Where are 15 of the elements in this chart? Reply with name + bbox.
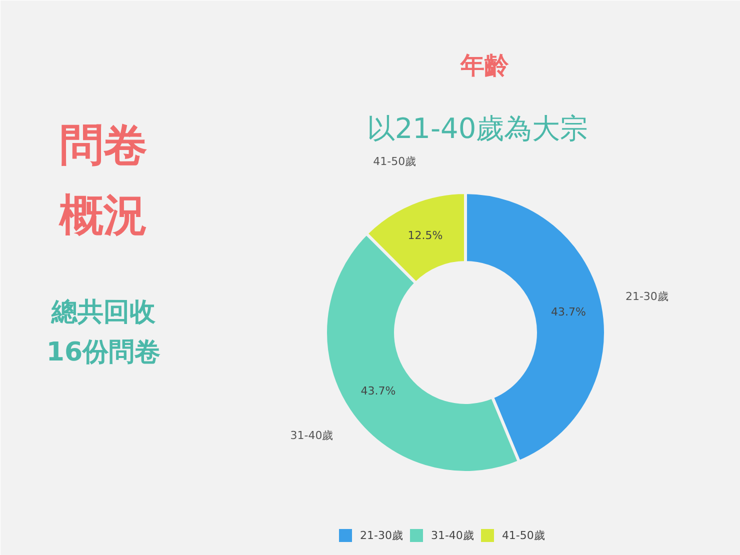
text: 問卷: [60, 120, 148, 171]
data-label: 43.7%: [551, 305, 586, 318]
slice-label: 41-50歲: [373, 155, 416, 168]
legend-label: 31-40歲: [430, 528, 474, 542]
slice-label: 21-30歲: [625, 290, 668, 303]
legend-label: 21-30歲: [360, 528, 403, 542]
text: 概況: [58, 190, 148, 241]
legend-label: 41-50歲: [502, 528, 545, 542]
text: 16份問卷: [46, 338, 161, 368]
chart-title: 年齡: [460, 52, 510, 80]
data-label: 43.7%: [360, 384, 396, 398]
data-label: 12.5%: [408, 229, 443, 242]
text: 總共回收: [50, 298, 156, 328]
slice-label: 31-40歲: [290, 428, 334, 442]
chart-subtitle: 以21-40歲為大宗: [366, 112, 588, 145]
